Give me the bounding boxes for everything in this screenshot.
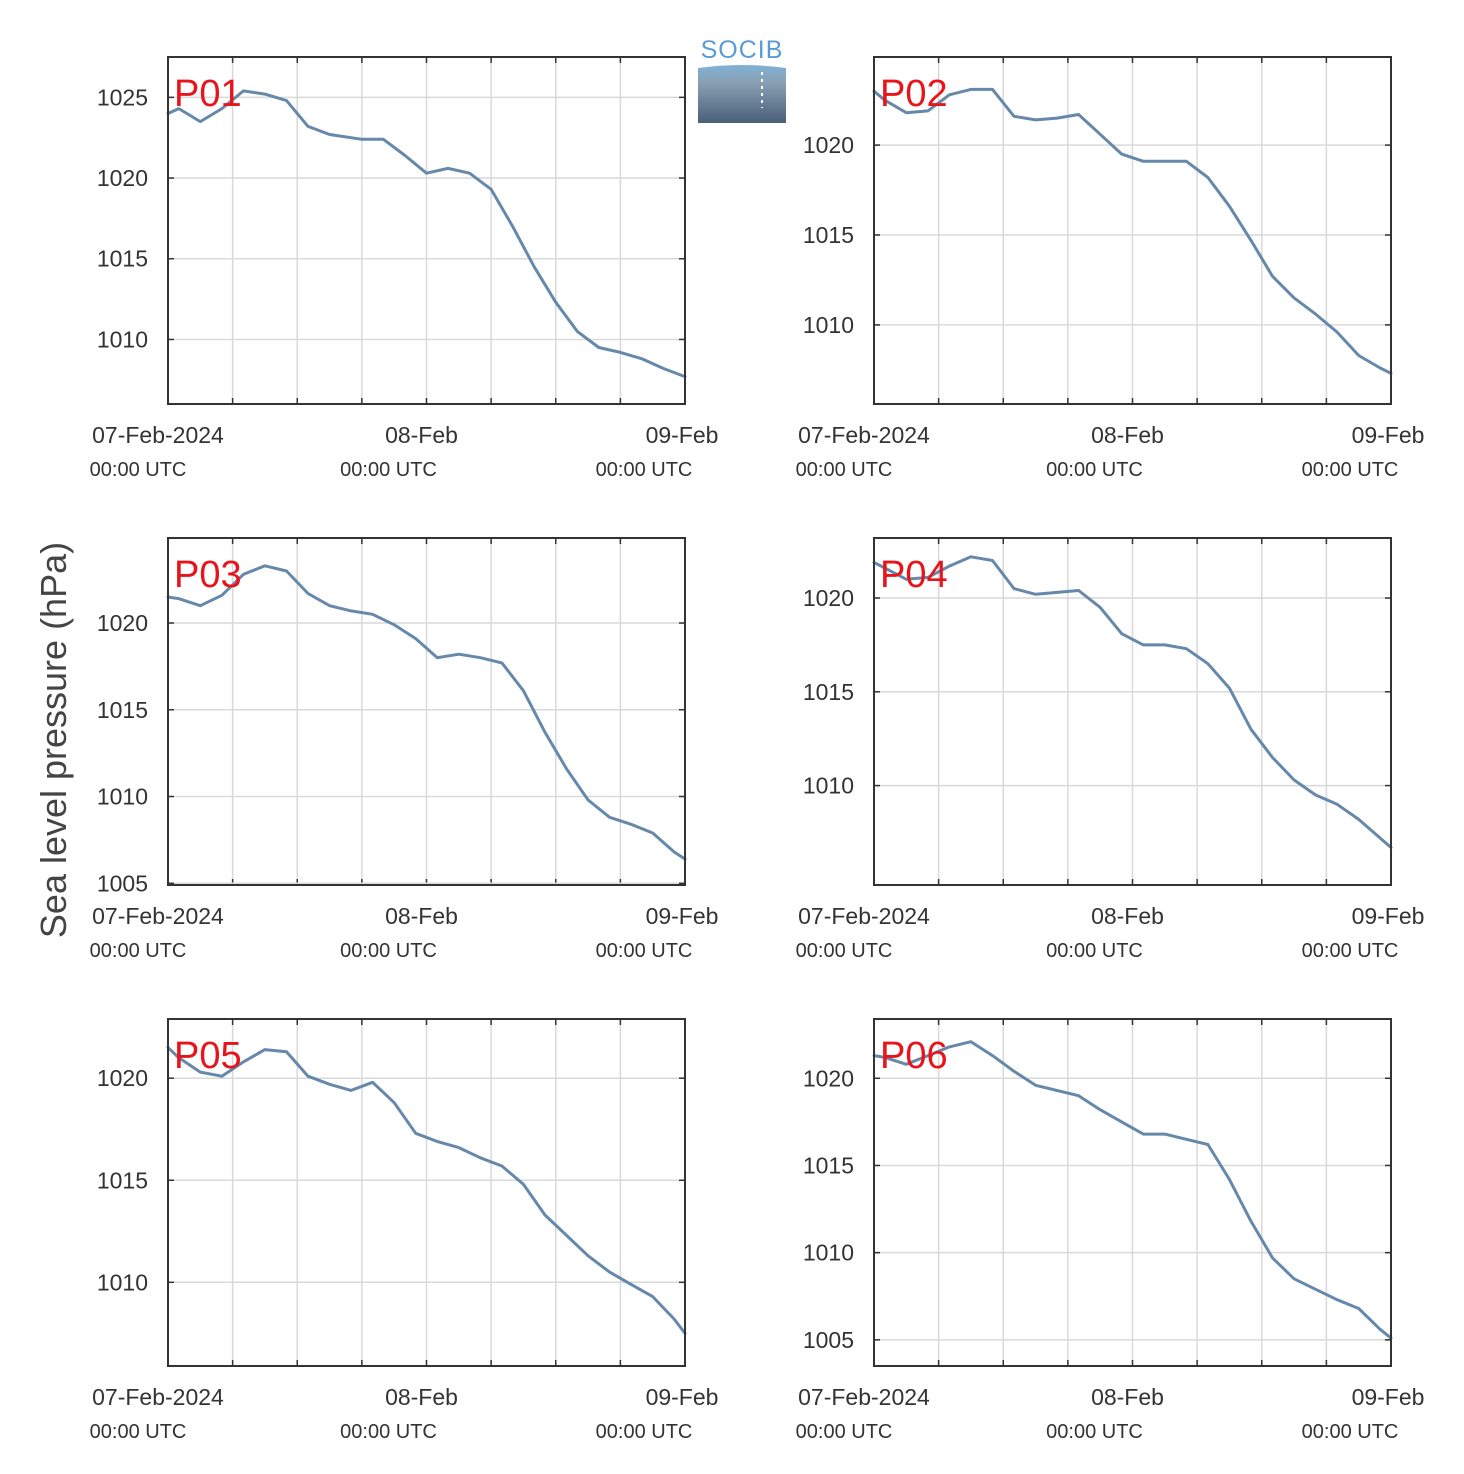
x-tick-sublabel: 00:00 UTC <box>796 940 893 962</box>
x-tick-sublabel: 00:00 UTC <box>1046 1421 1143 1443</box>
x-tick-sublabel: 00:00 UTC <box>340 1421 437 1443</box>
x-tick-label: 08-Feb <box>1091 903 1164 929</box>
plot-frame <box>873 56 1392 405</box>
x-tick-sublabel: 00:00 UTC <box>596 940 693 962</box>
x-tick-sublabel: 00:00 UTC <box>340 940 437 962</box>
y-tick-label: 1025 <box>97 84 148 110</box>
panel-06: 1005 1010 1015 1020 P06 07-Feb-2024 08-Feb 09-F… <box>796 1018 1425 1443</box>
y-tick-label: 1020 <box>803 1065 854 1091</box>
panel-label: P04 <box>880 554 948 596</box>
pressure-series-line <box>872 87 1393 375</box>
y-axis-label: Sea level pressure (hPa) <box>33 542 74 938</box>
x-tick-label: 07-Feb-2024 <box>798 1384 930 1410</box>
x-tick-label: 08-Feb <box>1091 422 1164 448</box>
panel-label: P05 <box>174 1035 242 1077</box>
panel-03: 1005 1010 1015 1020 P03 07-Feb-2024 08-Feb 09-F… <box>90 537 719 962</box>
x-tick-label: 09-Feb <box>1352 903 1425 929</box>
x-tick-sublabel: 00:00 UTC <box>796 459 893 481</box>
x-tick-sublabel: 00:00 UTC <box>90 1421 187 1443</box>
y-tick-label: 1020 <box>803 585 854 611</box>
y-tick-label: 1020 <box>97 610 148 636</box>
y-tick-label: 1015 <box>97 246 148 272</box>
x-tick-label: 08-Feb <box>385 903 458 929</box>
y-tick-label: 1020 <box>97 1065 148 1091</box>
x-tick-sublabel: 00:00 UTC <box>1302 940 1399 962</box>
panel-04: 1010 1015 1020 P04 07-Feb-2024 08-Feb 09-Feb 00… <box>796 537 1425 962</box>
x-tick-sublabel: 00:00 UTC <box>796 1421 893 1443</box>
panel-label: P02 <box>880 73 948 115</box>
panels: 1010 1015 1020 1025 P01 07-Feb-2024 08-Feb 09-F… <box>90 56 1425 1443</box>
x-tick-label: 07-Feb-2024 <box>92 1384 224 1410</box>
plot-frame <box>167 537 686 886</box>
panel-label: P03 <box>174 554 242 596</box>
logo-wave-shape <box>698 65 786 123</box>
plot-frame <box>167 56 686 405</box>
panel-02: 1010 1015 1020 P02 07-Feb-2024 08-Feb 09-Feb 00… <box>796 56 1425 481</box>
x-tick-label: 07-Feb-2024 <box>798 422 930 448</box>
x-tick-label: 09-Feb <box>646 903 719 929</box>
x-tick-label: 09-Feb <box>646 1384 719 1410</box>
x-tick-label: 07-Feb-2024 <box>92 903 224 929</box>
x-tick-sublabel: 00:00 UTC <box>1046 459 1143 481</box>
y-tick-label: 1015 <box>803 1152 854 1178</box>
x-tick-sublabel: 00:00 UTC <box>90 459 187 481</box>
y-tick-label: 1010 <box>97 1269 148 1295</box>
y-tick-label: 1005 <box>803 1327 854 1353</box>
x-tick-sublabel: 00:00 UTC <box>340 459 437 481</box>
x-tick-label: 09-Feb <box>646 422 719 448</box>
x-tick-label: 07-Feb-2024 <box>798 903 930 929</box>
plot-frame <box>873 1018 1392 1367</box>
plot-frame <box>167 1018 686 1367</box>
y-tick-label: 1010 <box>803 312 854 338</box>
x-tick-label: 08-Feb <box>385 422 458 448</box>
y-tick-label: 1015 <box>803 222 854 248</box>
pressure-series-line <box>166 564 687 861</box>
pressure-series-line <box>166 89 687 379</box>
panel-01: 1010 1015 1020 1025 P01 07-Feb-2024 08-Feb 09-F… <box>90 56 719 481</box>
pressure-series-line <box>872 1040 1393 1340</box>
x-tick-label: 07-Feb-2024 <box>92 422 224 448</box>
x-tick-sublabel: 00:00 UTC <box>596 459 693 481</box>
x-tick-sublabel: 00:00 UTC <box>1302 1421 1399 1443</box>
panel-05: 1010 1015 1020 P05 07-Feb-2024 08-Feb 09-Feb 00… <box>90 1018 719 1443</box>
pressure-series-line <box>872 555 1393 849</box>
y-tick-label: 1015 <box>97 697 148 723</box>
x-tick-label: 08-Feb <box>1091 1384 1164 1410</box>
y-tick-label: 1015 <box>803 679 854 705</box>
y-tick-label: 1010 <box>97 784 148 810</box>
x-tick-sublabel: 00:00 UTC <box>90 940 187 962</box>
y-tick-label: 1010 <box>97 326 148 352</box>
pressure-series-line <box>166 1046 687 1335</box>
y-tick-label: 1005 <box>97 870 148 896</box>
y-tick-label: 1020 <box>803 132 854 158</box>
x-tick-label: 09-Feb <box>1352 1384 1425 1410</box>
y-tick-label: 1010 <box>803 1240 854 1266</box>
x-tick-sublabel: 00:00 UTC <box>1046 940 1143 962</box>
y-tick-label: 1010 <box>803 773 854 799</box>
logo-text: SOCIB <box>701 36 784 64</box>
plot-frame <box>873 537 1392 886</box>
x-tick-label: 08-Feb <box>385 1384 458 1410</box>
x-tick-sublabel: 00:00 UTC <box>596 1421 693 1443</box>
panel-label: P01 <box>174 73 242 115</box>
y-tick-label: 1020 <box>97 165 148 191</box>
panel-label: P06 <box>880 1035 948 1077</box>
x-tick-label: 09-Feb <box>1352 422 1425 448</box>
socib-logo: SOCIB <box>698 36 786 123</box>
y-tick-label: 1015 <box>97 1167 148 1193</box>
x-tick-sublabel: 00:00 UTC <box>1302 459 1399 481</box>
